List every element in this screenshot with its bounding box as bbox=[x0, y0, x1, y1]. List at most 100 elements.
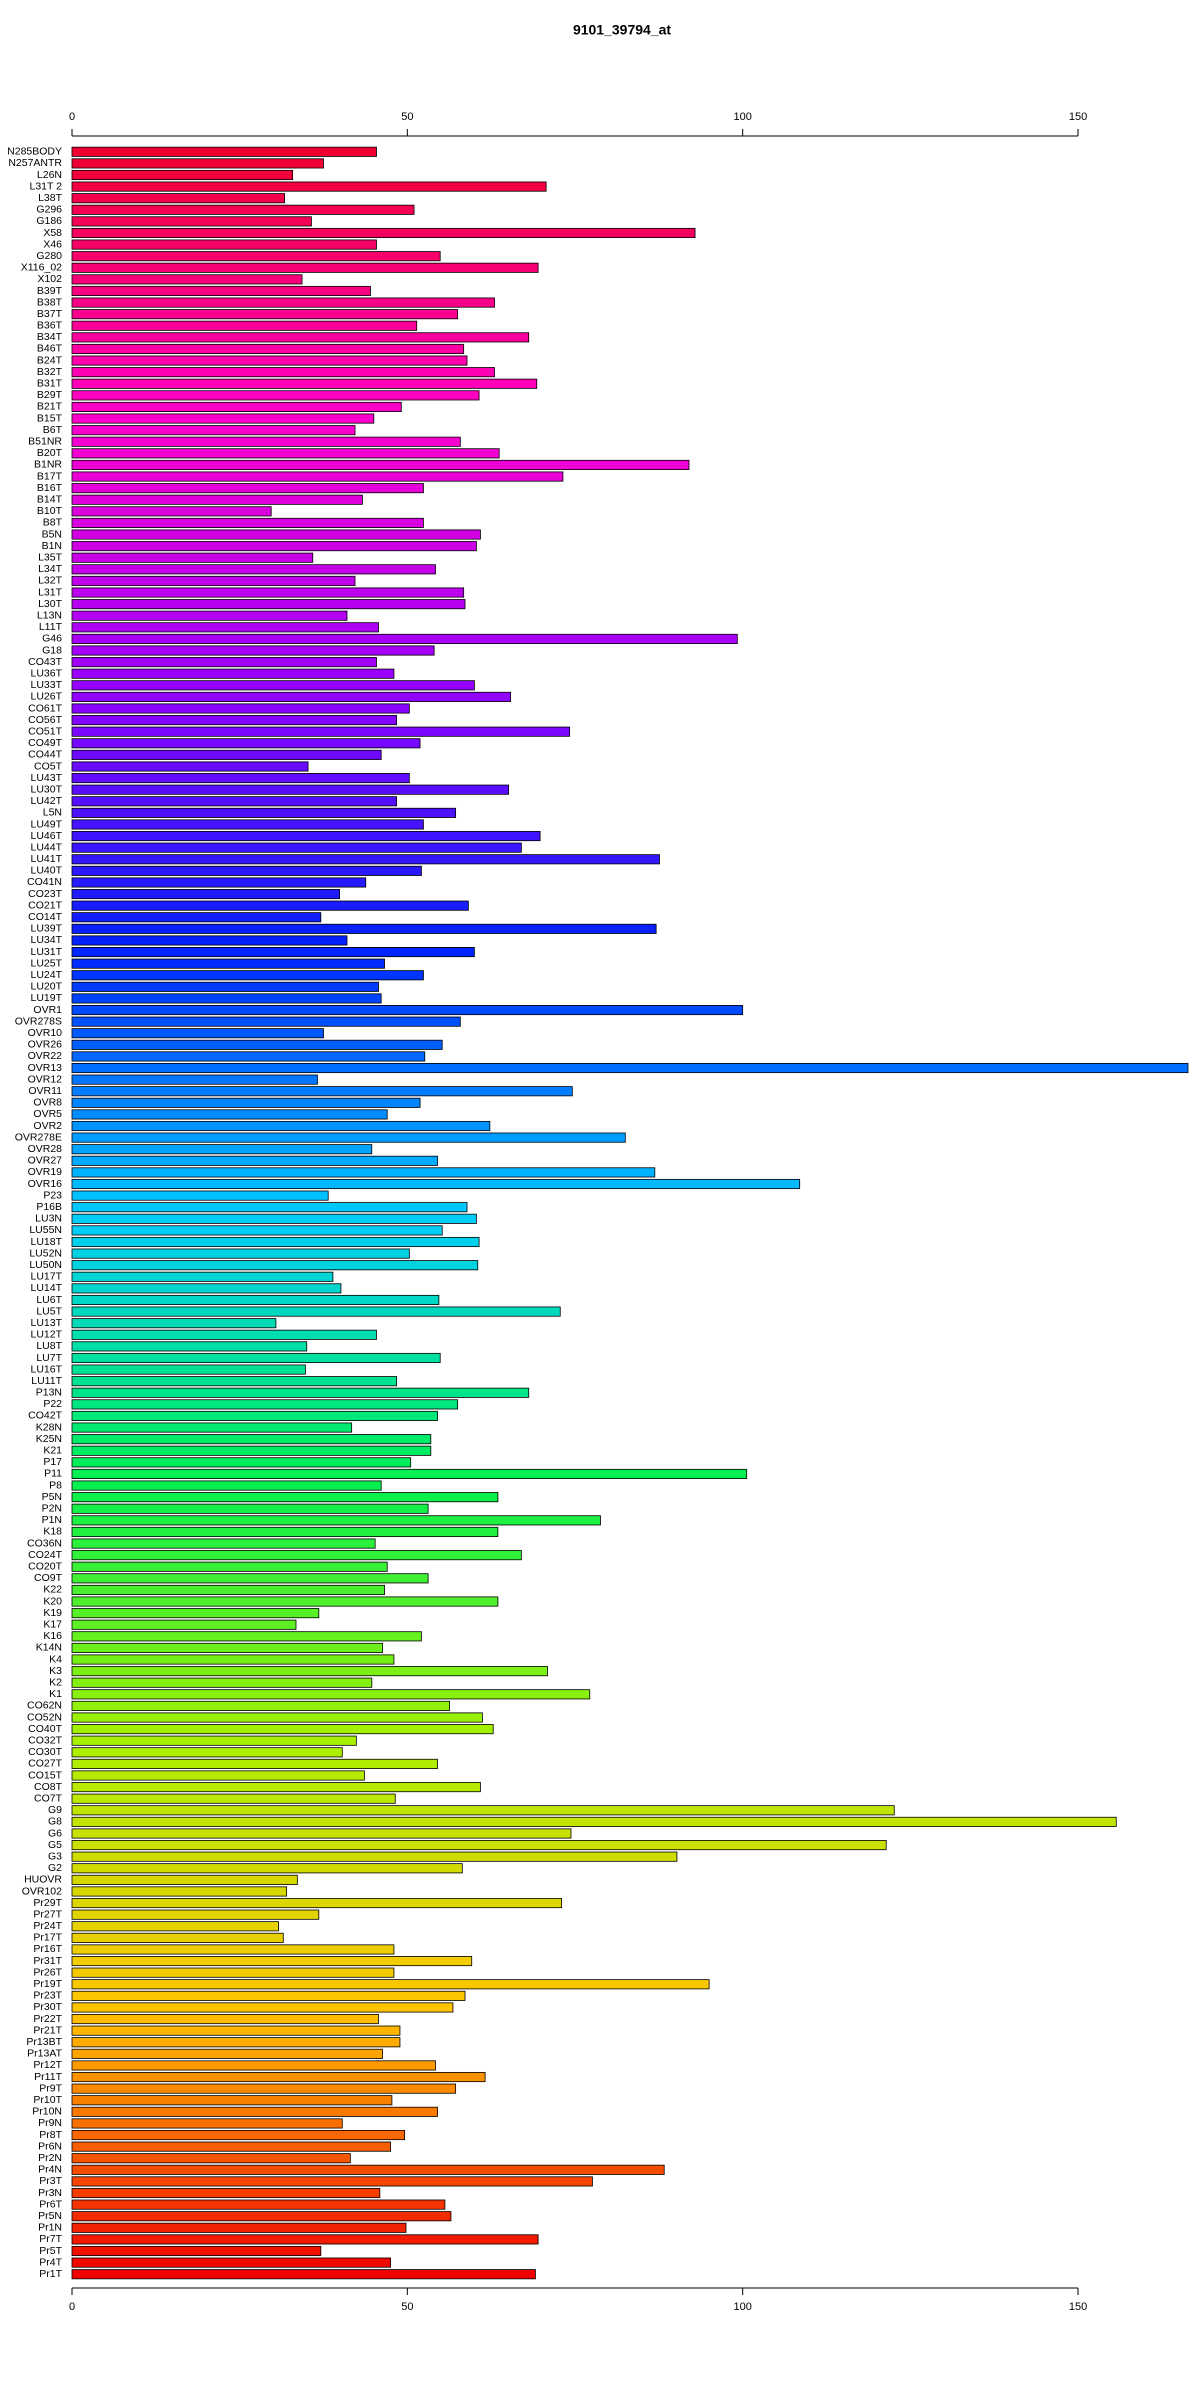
bar bbox=[71, 807, 457, 818]
bar bbox=[71, 1144, 373, 1155]
bar bbox=[71, 227, 696, 239]
bar bbox=[71, 1503, 429, 1514]
category-label: LU49T bbox=[30, 818, 62, 830]
category-label: CO49T bbox=[28, 737, 62, 749]
category-label: B15T bbox=[37, 412, 63, 424]
bar bbox=[71, 1538, 376, 1549]
category-label: B37T bbox=[37, 308, 63, 320]
category-label: G186 bbox=[36, 215, 62, 227]
category-label: B31T bbox=[37, 378, 63, 390]
category-label: G3 bbox=[48, 1850, 62, 1862]
category-label: CO43T bbox=[28, 656, 62, 668]
category-label: CO24T bbox=[28, 1549, 62, 1561]
bar bbox=[71, 1654, 395, 1665]
category-label: B24T bbox=[37, 354, 63, 366]
bar bbox=[71, 401, 402, 412]
bar bbox=[71, 1202, 468, 1213]
bar bbox=[71, 1004, 744, 1016]
bar bbox=[71, 262, 539, 273]
category-label: OVR278E bbox=[15, 1131, 62, 1143]
bar bbox=[71, 889, 340, 900]
category-label: CO8T bbox=[34, 1781, 63, 1793]
bar bbox=[71, 1898, 562, 1909]
bar bbox=[71, 1097, 421, 1108]
bar bbox=[71, 761, 309, 772]
bar bbox=[71, 320, 418, 331]
bar bbox=[71, 610, 348, 621]
category-label: CO15T bbox=[28, 1769, 62, 1781]
category-label: LU34T bbox=[30, 934, 62, 946]
bar bbox=[71, 1364, 306, 1375]
category-label: L31T bbox=[38, 586, 63, 598]
category-label: L32T bbox=[38, 575, 63, 587]
category-label: L30T bbox=[38, 598, 63, 610]
chart-title: 9101_39794_at bbox=[573, 22, 671, 38]
category-label: K4 bbox=[49, 1653, 62, 1665]
category-label: Pr22T bbox=[33, 2013, 62, 2025]
bar bbox=[71, 773, 410, 784]
bar bbox=[71, 2176, 593, 2187]
category-label: B1N bbox=[42, 540, 62, 552]
bar bbox=[71, 1445, 432, 1456]
category-label: OVR27 bbox=[28, 1155, 63, 1167]
category-label: P2N bbox=[42, 1503, 62, 1515]
bar bbox=[71, 390, 480, 401]
bar bbox=[71, 1573, 429, 1584]
category-label: LU12T bbox=[30, 1329, 62, 1341]
bar bbox=[71, 1758, 438, 1769]
bar bbox=[71, 1213, 477, 1224]
bar bbox=[71, 1039, 443, 1050]
bar bbox=[71, 1770, 365, 1781]
bar bbox=[71, 2257, 391, 2268]
category-label: OVR22 bbox=[28, 1050, 63, 1062]
bar bbox=[71, 2106, 438, 2117]
x-tick-label: 100 bbox=[733, 2301, 751, 2313]
bar bbox=[71, 1967, 395, 1978]
category-label: P8 bbox=[49, 1479, 62, 1491]
category-label: Pr4N bbox=[38, 2164, 62, 2176]
category-label: LU25T bbox=[30, 957, 62, 969]
category-label: K1 bbox=[49, 1688, 62, 1700]
bar bbox=[71, 1086, 573, 1097]
bar bbox=[71, 575, 356, 586]
category-label: B6T bbox=[43, 424, 63, 436]
category-label: P11 bbox=[44, 1468, 62, 1480]
bar bbox=[71, 343, 465, 355]
category-label: G280 bbox=[36, 250, 62, 262]
category-label: LU19T bbox=[30, 992, 62, 1004]
bar bbox=[71, 1457, 412, 1468]
bar bbox=[71, 831, 541, 842]
bar bbox=[71, 2269, 536, 2280]
category-label: OVR2 bbox=[33, 1120, 62, 1132]
bar bbox=[71, 587, 465, 598]
category-label: CO14T bbox=[28, 911, 62, 923]
category-label: Pr21T bbox=[33, 2024, 62, 2036]
category-label: LU50N bbox=[29, 1259, 62, 1271]
category-label: Pr6N bbox=[38, 2140, 62, 2152]
category-label: LU31T bbox=[30, 946, 62, 958]
bar bbox=[71, 958, 385, 969]
category-label: Pr6T bbox=[39, 2198, 62, 2210]
category-label: Pr9N bbox=[38, 2117, 62, 2129]
category-label: Pr10N bbox=[32, 2106, 62, 2118]
bar bbox=[71, 1874, 298, 1885]
category-label: B14T bbox=[37, 494, 63, 506]
category-label: Pr3T bbox=[39, 2175, 62, 2187]
bar bbox=[71, 2211, 452, 2222]
category-label: Pr1T bbox=[39, 2268, 62, 2280]
bar bbox=[71, 1236, 480, 1248]
bar bbox=[71, 193, 286, 204]
bar bbox=[71, 332, 530, 343]
category-label: B20T bbox=[37, 447, 63, 459]
bar bbox=[71, 1828, 572, 1839]
category-label: K28N bbox=[36, 1421, 62, 1433]
bar bbox=[71, 378, 538, 389]
category-label: OVR10 bbox=[28, 1027, 63, 1039]
category-label: B36T bbox=[37, 320, 63, 332]
category-label: L38T bbox=[38, 192, 63, 204]
category-label: LU26T bbox=[30, 691, 62, 703]
bar bbox=[71, 633, 738, 644]
category-label: L5N bbox=[43, 807, 62, 819]
bar bbox=[71, 251, 441, 262]
bar bbox=[71, 158, 324, 169]
